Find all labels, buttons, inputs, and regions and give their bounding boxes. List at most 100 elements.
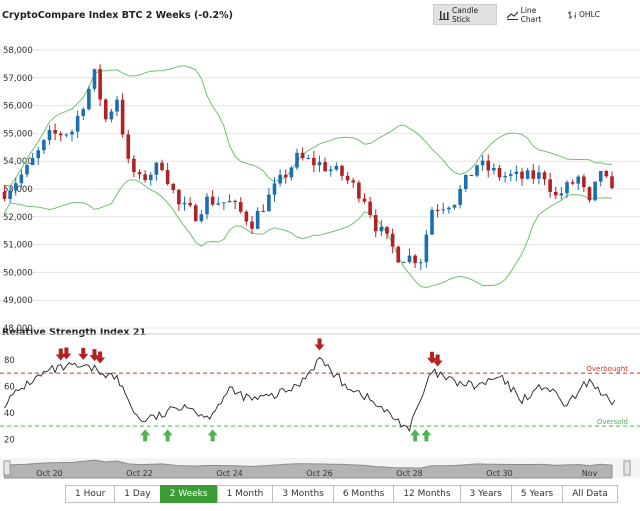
chart-canvas[interactable]: 48,000 49,000 50,000 51,000 52,000 53,000 54,0… [0,0,640,485]
price-tick-label: 50,000 [3,268,33,278]
candle [13,183,18,191]
candle [109,111,114,120]
oversold-label: Oversold [597,418,628,426]
candle [25,164,29,175]
candle [53,130,57,134]
candle [261,210,266,212]
candle [137,172,142,175]
range-3-years-button[interactable]: 3 Years [459,485,512,503]
range-1-month-button[interactable]: 1 Month [216,485,274,503]
navigator-right-handle [623,460,631,476]
candle [160,162,164,171]
line-chart-label: Line Chart [520,5,542,24]
rsi-title: Relative Strength Index 21 [2,327,147,338]
candle [81,109,86,116]
bollinger-lower-band [4,179,613,289]
candle [362,198,367,202]
candle [227,200,232,203]
x-tick-label: Oct 28 [396,469,423,478]
price-tick-label: 52,000 [3,213,33,223]
candle [508,174,513,176]
candle [222,202,226,204]
candle [148,174,153,181]
candle [295,152,299,168]
candle [351,180,356,183]
price-tick-label: 48,000 [3,324,33,334]
rsi-line [4,356,616,432]
overbought-signal-arrow [55,348,66,361]
candle [272,183,277,195]
chart-title: CryptoCompare Index BTC 2 Weeks (-0.2%) [2,10,233,21]
price-tick-label: 51,000 [3,241,33,251]
candle [244,211,249,222]
oversold-signal-arrow [162,429,173,442]
candle [379,226,384,232]
candlestick-icon [439,10,450,20]
candle [47,130,52,141]
candle [58,133,63,136]
candle [267,194,271,212]
candle [570,182,575,184]
candle [492,167,496,171]
candle [340,165,344,176]
candle [537,172,541,179]
candle [368,201,372,216]
candle [312,157,316,166]
line-chart-button[interactable]: Line Chart [502,4,560,25]
candle [165,170,170,184]
candlestick-button[interactable]: Candle Stick [433,4,497,25]
candle [582,176,586,188]
candle [30,158,35,165]
range-3-months-button[interactable]: 3 Months [272,485,334,503]
x-tick-label: Oct 22 [126,469,153,478]
candle [42,140,46,151]
ohlc-button[interactable]: OHLC [563,4,605,25]
price-tick-label: 57,000 [3,74,33,84]
ohlc-label: OHLC [579,10,600,19]
candle [531,170,536,179]
candle [98,69,102,100]
price-tick-label: 58,000 [3,46,33,56]
candle [278,174,282,184]
candle [435,209,440,211]
candle [300,152,305,159]
candle [430,209,434,235]
price-tick-label: 49,000 [3,296,33,306]
ohlc-icon [568,10,577,19]
range-5-years-button[interactable]: 5 Years [510,485,564,503]
candle [418,262,423,264]
candle [480,160,485,166]
oversold-signal-arrow [207,429,218,442]
range-1-day-button[interactable]: 1 Day [114,485,161,503]
candle [188,202,192,206]
x-tick-label: Oct 20 [36,469,63,478]
x-tick-label: Oct 30 [486,469,513,478]
price-tick-label: 55,000 [3,129,33,139]
candle [413,255,417,264]
candle [216,203,221,205]
candle [126,134,131,159]
x-tick-label: Oct 26 [306,469,333,478]
range-2-weeks-button[interactable]: 2 Weeks [159,485,218,503]
candle [115,99,119,112]
candle [520,171,524,179]
candle [587,187,592,201]
candle [182,202,187,205]
rsi-tick-label: 40 [4,409,15,419]
candle [525,170,530,179]
range-1-hour-button[interactable]: 1 Hour [65,485,116,503]
range-all-data-button[interactable]: All Data [562,485,618,503]
candle [64,134,69,136]
range-12-months-button[interactable]: 12 Months [393,485,461,503]
candle [328,169,333,172]
candle [458,188,462,205]
navigator-left-handle [3,460,11,476]
rsi-tick-label: 60 [4,382,15,392]
overbought-label: Overbought [586,365,628,373]
candle [373,215,378,232]
candle [36,150,41,159]
range-6-months-button[interactable]: 6 Months [332,485,395,503]
candle [87,88,91,110]
navigator-area [4,459,613,479]
candle [486,160,491,171]
